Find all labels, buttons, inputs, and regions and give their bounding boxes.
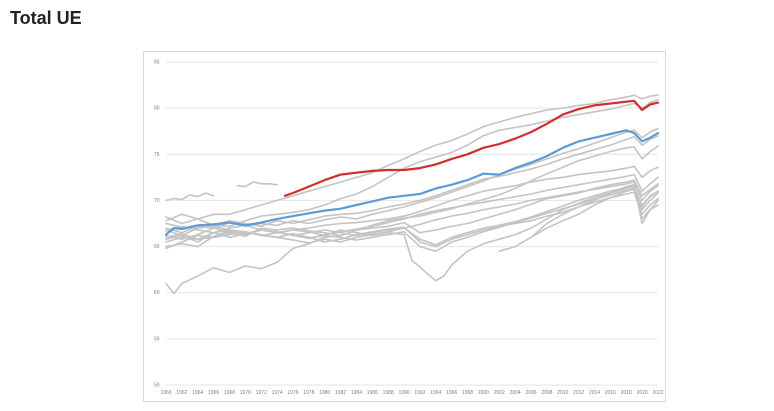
y-tick-label: 55 — [154, 336, 160, 342]
series-lines — [164, 94, 660, 295]
x-tick-label: 2008 — [541, 390, 552, 396]
x-tick-label: 1966 — [208, 390, 219, 396]
x-tick-label: 1976 — [287, 390, 298, 396]
gray-series-line — [165, 187, 659, 252]
y-tick-label: 85 — [154, 60, 160, 66]
x-tick-label: 1982 — [335, 390, 346, 396]
x-tick-label: 2014 — [589, 390, 600, 396]
y-tick-label: 70 — [154, 198, 160, 204]
x-tick-label: 1980 — [319, 390, 330, 396]
gray-series-line — [530, 183, 659, 239]
gray-series-line — [165, 135, 659, 228]
x-axis-ticks: 1960 1962 1964 1966 1968 1970 1972 1974 1976 1978… — [160, 390, 663, 396]
y-tick-label: 50 — [154, 383, 160, 389]
x-tick-label: 2010 — [557, 390, 568, 396]
gridlines — [166, 61, 658, 386]
x-tick-label: 1972 — [256, 390, 267, 396]
page-title: Total UE — [10, 8, 82, 28]
gray-series-line — [165, 184, 659, 246]
x-tick-label: 1984 — [351, 390, 362, 396]
x-tick-label: 2020 — [637, 390, 648, 396]
x-tick-label: 2022 — [652, 390, 663, 396]
x-tick-label: 1992 — [414, 390, 425, 396]
y-tick-label: 75 — [154, 152, 160, 158]
gray-series-line — [165, 192, 215, 202]
x-tick-label: 2012 — [573, 390, 584, 396]
x-tick-label: 2000 — [478, 390, 489, 396]
x-tick-label: 1960 — [160, 390, 171, 396]
gray-series-line — [165, 145, 659, 295]
line-chart: 50 55 60 65 70 75 80 85 1960 1962 1964 1966 1968 197… — [154, 60, 664, 397]
gray-series-line — [165, 173, 659, 240]
x-tick-label: 1988 — [383, 390, 394, 396]
gray-series-line — [165, 98, 659, 229]
blue-series-line — [164, 129, 660, 236]
x-tick-label: 2018 — [621, 390, 632, 396]
x-tick-label: 1986 — [367, 390, 378, 396]
y-axis-ticks: 50 55 60 65 70 75 80 85 — [154, 60, 160, 389]
chart-frame: 50 55 60 65 70 75 80 85 1960 1962 1964 1966 1968 197… — [143, 51, 666, 402]
x-tick-label: 1968 — [224, 390, 235, 396]
x-tick-label: 2002 — [494, 390, 505, 396]
gray-series-line — [236, 181, 278, 188]
x-tick-label: 2004 — [510, 390, 521, 396]
x-tick-label: 1962 — [176, 390, 187, 396]
y-tick-label: 60 — [154, 290, 160, 296]
x-tick-label: 1998 — [462, 390, 473, 396]
gray-series-line — [165, 179, 659, 240]
red-series-line — [283, 99, 660, 197]
x-tick-label: 1978 — [303, 390, 314, 396]
x-tick-label: 2006 — [525, 390, 536, 396]
gray-series-line — [165, 191, 659, 248]
x-tick-label: 1970 — [240, 390, 251, 396]
y-tick-label: 80 — [154, 106, 160, 112]
y-tick-label: 65 — [154, 244, 160, 250]
x-tick-label: 2016 — [605, 390, 616, 396]
x-tick-label: 1974 — [272, 390, 283, 396]
x-tick-label: 1996 — [446, 390, 457, 396]
gray-series-line — [165, 185, 659, 282]
gray-series-line — [165, 94, 659, 225]
x-tick-label: 1964 — [192, 390, 203, 396]
x-tick-label: 1990 — [399, 390, 410, 396]
x-tick-label: 1994 — [430, 390, 441, 396]
